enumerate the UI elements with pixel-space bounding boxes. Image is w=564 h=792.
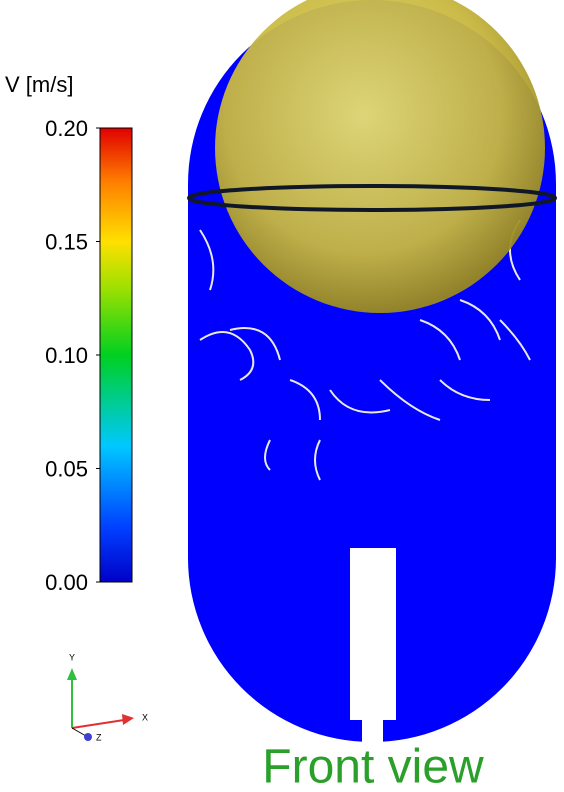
figure: V [m/s] 0.20 0.15 0.10 0.05 0.00 Y X Z Front… bbox=[0, 0, 564, 792]
outlet bbox=[350, 548, 396, 745]
triad-y-label: Y bbox=[69, 652, 75, 662]
colorbar-tick-label: 0.15 bbox=[45, 229, 88, 254]
triad-z-label: Z bbox=[96, 732, 102, 742]
triad-z-dot bbox=[84, 733, 92, 741]
colorbar-ticks: 0.20 0.15 0.10 0.05 0.00 bbox=[45, 116, 100, 595]
triad-z bbox=[72, 728, 86, 736]
colorbar bbox=[100, 128, 132, 582]
triad-x-label: X bbox=[142, 712, 148, 722]
triad-y-head bbox=[67, 668, 77, 680]
triad-x-head bbox=[122, 714, 134, 725]
caption: Front view bbox=[262, 741, 484, 792]
colorbar-title: V [m/s] bbox=[5, 72, 73, 97]
triad-x bbox=[72, 720, 124, 728]
colorbar-tick-label: 0.00 bbox=[45, 570, 88, 595]
axis-triad: Y X Z bbox=[67, 652, 148, 742]
colorbar-tick-label: 0.20 bbox=[45, 116, 88, 141]
colorbar-tick-label: 0.10 bbox=[45, 343, 88, 368]
colorbar-tick-label: 0.05 bbox=[45, 456, 88, 481]
